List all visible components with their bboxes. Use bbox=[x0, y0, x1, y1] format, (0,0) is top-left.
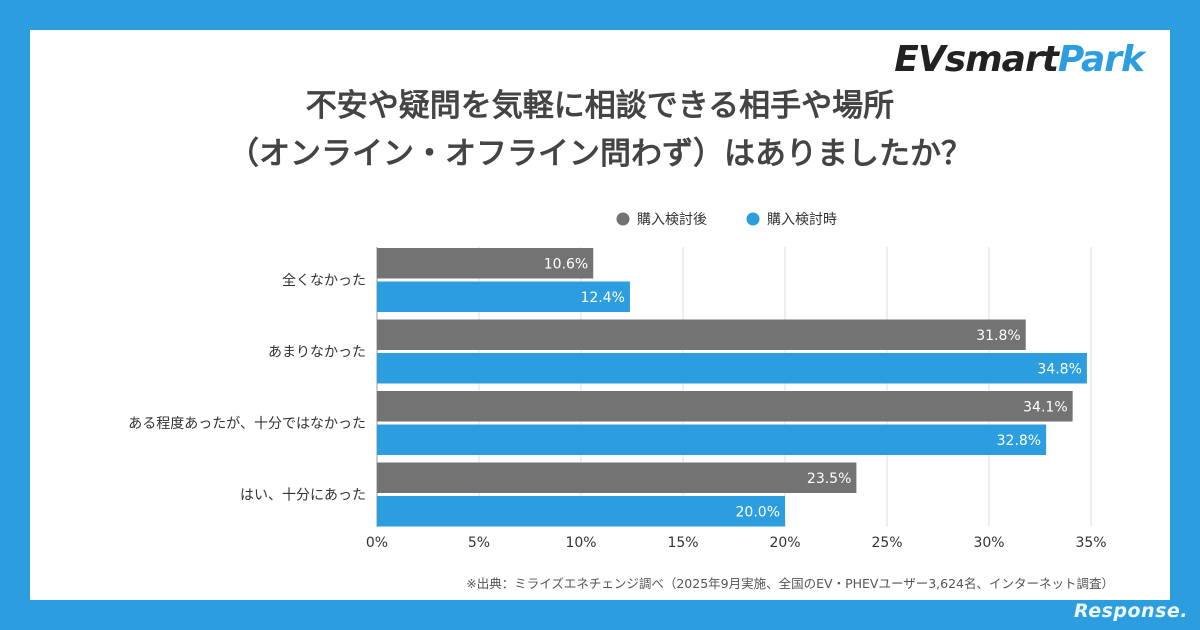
source-note: ※出典：ミライズエネチェンジ調べ（2025年9月実施、全国のEV・PHEVユーザ… bbox=[466, 576, 1114, 591]
legend-marker-1 bbox=[746, 212, 760, 226]
chart-title: 不安や疑問を気軽に相談できる相手や場所 （オンライン・オフライン問わず）はありま… bbox=[30, 82, 1170, 178]
category-label-1: あまりなかった bbox=[268, 345, 366, 361]
chart-card: EVsmartPark 不安や疑問を気軽に相談できる相手や場所 （オンライン・オ… bbox=[30, 30, 1170, 600]
chart-title-line1: 不安や疑問を気軽に相談できる相手や場所 bbox=[305, 88, 895, 124]
brand-logo-part2: Park bbox=[1057, 39, 1145, 80]
bar-s1-c1 bbox=[377, 353, 1087, 384]
x-tick-label-25: 25% bbox=[871, 535, 902, 551]
bar-s1-c0 bbox=[377, 281, 630, 312]
value-label-s1-c1: 34.8% bbox=[1037, 361, 1081, 377]
bar-s1-c2 bbox=[377, 424, 1047, 455]
x-tick-label-20: 20% bbox=[769, 535, 800, 551]
brand-logo: EVsmartPark bbox=[894, 38, 1145, 82]
category-label-0: 全くなかった bbox=[282, 272, 366, 289]
bar-s1-c3 bbox=[377, 496, 785, 527]
bar-s0-c0 bbox=[377, 248, 594, 279]
value-label-s0-c2: 34.1% bbox=[1023, 399, 1067, 415]
chart-title-line2: （オンライン・オフライン問わず）はありましたか？ bbox=[228, 136, 972, 172]
x-tick-label-5: 5% bbox=[468, 535, 490, 551]
x-tick-label-15: 15% bbox=[667, 535, 698, 551]
x-tick-label-35: 35% bbox=[1075, 535, 1106, 551]
bar-s0-c2 bbox=[377, 391, 1073, 422]
value-label-s0-c1: 31.8% bbox=[976, 328, 1020, 344]
legend-marker-0 bbox=[616, 212, 630, 226]
value-label-s0-c0: 10.6% bbox=[544, 256, 588, 272]
value-label-s1-c0: 12.4% bbox=[580, 290, 624, 306]
x-tick-label-0: 0% bbox=[366, 535, 388, 551]
brand-logo-part1: EVsmart bbox=[894, 39, 1059, 80]
value-label-s1-c2: 32.8% bbox=[997, 433, 1041, 449]
value-label-s1-c3: 20.0% bbox=[736, 504, 780, 520]
category-label-3: はい、十分にあった bbox=[240, 488, 366, 504]
x-tick-label-30: 30% bbox=[973, 535, 1004, 551]
legend-label-0: 購入検討後 bbox=[637, 212, 707, 228]
bar-s0-c3 bbox=[377, 462, 857, 493]
bar-s0-c1 bbox=[377, 319, 1026, 350]
category-label-2: ある程度あったが、十分ではなかった bbox=[128, 416, 366, 432]
x-tick-label-10: 10% bbox=[565, 535, 596, 551]
value-label-s0-c3: 23.5% bbox=[807, 471, 851, 487]
legend-label-1: 購入検討時 bbox=[767, 212, 837, 228]
response-watermark: Response. bbox=[1074, 600, 1188, 622]
